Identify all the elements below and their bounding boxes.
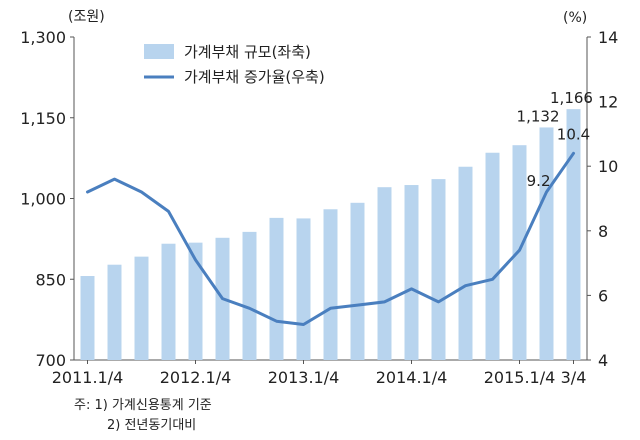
bar	[323, 209, 338, 360]
left-axis-tick-label: 1,150	[20, 109, 66, 128]
household-debt-chart: 700 850 1,000 1,150 1,300(조원) 4 6 8 10 12 14 (%) 201…	[20, 9, 618, 387]
right-axis-tick-label: 12	[598, 93, 618, 112]
legend-label-bar: 가계부채 규모(좌축)	[184, 43, 311, 61]
x-axis-tick-label: 2014.1/4	[376, 368, 448, 387]
bar	[431, 179, 446, 360]
legend-label-line: 가계부채 증가율(우축)	[184, 68, 325, 86]
bar	[485, 152, 500, 360]
bar	[458, 166, 473, 360]
bar	[350, 202, 365, 360]
data-label: 9.2	[527, 172, 551, 190]
bar	[161, 243, 176, 360]
left-axis-tick-label: 1,300	[20, 28, 66, 47]
bar	[107, 264, 122, 360]
bar	[404, 185, 419, 360]
bar	[242, 231, 257, 360]
bar	[512, 145, 527, 360]
right-axis-unit: (%)	[563, 10, 587, 26]
bar	[566, 109, 581, 361]
bar	[539, 127, 554, 360]
legend-swatch-bar	[144, 44, 174, 59]
x-axis-tick-label: 3/4	[561, 368, 587, 387]
x-axis-tick-label: 2013.1/4	[268, 368, 340, 387]
bar	[296, 218, 311, 360]
x-axis-tick-label: 2015.1/4	[484, 368, 556, 387]
right-axis-tick-label: 6	[598, 286, 608, 305]
left-axis-tick-label: 700	[35, 351, 66, 370]
bar	[80, 276, 95, 360]
x-axis-tick-label: 2011.1/4	[52, 368, 124, 387]
right-axis-tick-label: 10	[598, 157, 618, 176]
data-label: 1,132	[517, 107, 560, 125]
left-axis-unit: (조원)	[68, 9, 105, 25]
data-label: 1,166	[550, 89, 593, 107]
growth-rate-line	[86, 151, 575, 326]
bar	[134, 256, 149, 360]
bar	[188, 242, 203, 360]
footnotes: 주: 1) 가계신용통계 기준 2) 전년동기대비	[74, 396, 212, 436]
data-label: 10.4	[557, 125, 590, 143]
plot-area: 700 850 1,000 1,150 1,300(조원) 4 6 8 10 12 14 (%) 201…	[20, 9, 618, 387]
right-axis-tick-label: 14	[598, 28, 618, 47]
right-axis-tick-label: 8	[598, 222, 608, 241]
bar	[269, 217, 284, 360]
x-axis-tick-label: 2012.1/4	[160, 368, 232, 387]
footnote-1: 주: 1) 가계신용통계 기준	[74, 398, 212, 413]
left-axis-tick-label: 1,000	[20, 190, 66, 209]
bar	[377, 187, 392, 360]
left-axis-tick-label: 850	[35, 270, 66, 289]
right-axis-tick-label: 4	[598, 351, 608, 370]
footnote-2: 2) 전년동기대비	[107, 418, 197, 433]
